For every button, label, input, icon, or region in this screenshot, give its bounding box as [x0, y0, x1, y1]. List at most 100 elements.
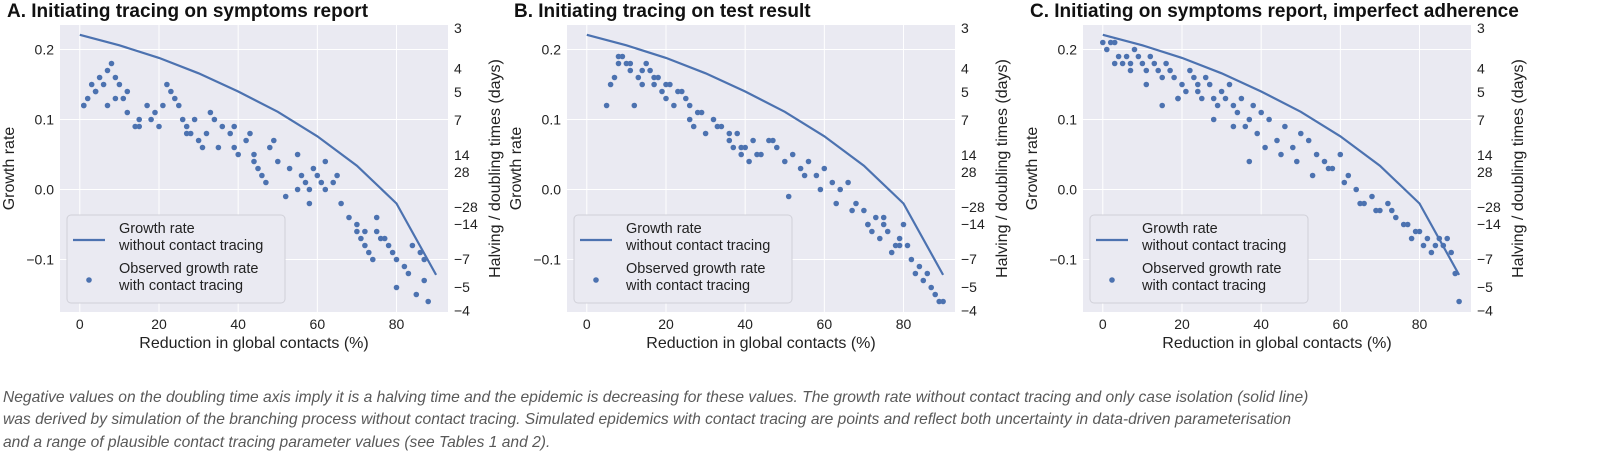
legend: Growth rate without contact tracing Observ…: [66, 214, 286, 304]
y2-axis-label: Halving / doubling times (days): [994, 59, 1011, 278]
scatter-point: [1258, 109, 1264, 116]
scatter-point: [136, 123, 142, 130]
scatter-point: [730, 144, 737, 151]
y-tick-label: −0.1: [533, 252, 561, 268]
scatter-point: [306, 186, 313, 193]
y2-tick-label: −4: [961, 303, 977, 319]
scatter-point: [1199, 95, 1205, 102]
y2-tick-label: 28: [1477, 164, 1493, 180]
scatter-point: [683, 95, 689, 102]
scatter-point: [1151, 60, 1158, 67]
scatter-point: [611, 74, 618, 81]
scatter-point: [1115, 53, 1122, 60]
scatter-point: [1210, 116, 1217, 123]
scatter-point: [892, 242, 899, 249]
scatter-point: [896, 235, 903, 242]
scatter-point: [191, 116, 198, 123]
scatter-point: [1187, 67, 1193, 74]
scatter-point: [1159, 102, 1165, 109]
scatter-point: [112, 74, 119, 81]
scatter-point: [183, 130, 190, 137]
scatter-point: [156, 123, 162, 130]
scatter-point: [1159, 74, 1165, 81]
scatter-point: [1282, 123, 1288, 130]
plot-marks: [586, 33, 946, 305]
scatter-point: [1191, 74, 1197, 81]
scatter-point: [294, 186, 301, 193]
scatter-point: [615, 53, 622, 60]
scatter-point: [267, 144, 273, 151]
scatter-point: [1416, 228, 1423, 235]
scatter-point: [318, 179, 325, 186]
legend-label: Growth rate without contact tracing: [1141, 221, 1286, 254]
scatter-point: [896, 242, 903, 249]
y2-tick-label: −28: [1477, 199, 1501, 215]
scatter-point: [1242, 123, 1249, 130]
scatter-point: [1262, 144, 1268, 151]
scatter-point: [401, 263, 408, 270]
scatter-point: [726, 137, 733, 144]
scatter-point: [1341, 179, 1348, 186]
series-line: [586, 33, 945, 276]
scatter-point: [1313, 151, 1320, 158]
x-axis-label: Reduction in global contacts (%): [1162, 335, 1391, 352]
x-tick-label: 20: [151, 316, 167, 332]
y-tick-label: 0.0: [1058, 182, 1078, 198]
scatter-point: [643, 60, 649, 67]
scatter-point: [385, 242, 392, 249]
scatter-point: [821, 165, 828, 172]
scatter-point: [1206, 81, 1213, 88]
scatter-point: [393, 284, 400, 291]
scatter-point: [1127, 60, 1134, 67]
scatter-point: [211, 116, 218, 123]
scatter-point: [346, 214, 352, 221]
scatter-point: [912, 270, 919, 277]
y2-tick-label: −28: [454, 199, 478, 215]
y2-tick-label: 28: [454, 164, 470, 180]
scatter-point: [247, 130, 253, 137]
scatter-point: [619, 53, 626, 60]
scatter-point: [1226, 81, 1233, 88]
scatter-point: [627, 60, 634, 67]
scatter-point: [294, 151, 301, 158]
scatter-point: [686, 102, 693, 109]
scatter-point: [754, 151, 760, 158]
scatter-point: [1143, 81, 1150, 88]
scatter-point: [358, 235, 364, 242]
chart-panel-2: C. Initiating on symptoms report, imperf…: [1024, 1, 1527, 352]
scatter-point: [148, 116, 154, 123]
scatter-point: [639, 81, 645, 88]
y2-tick-label: −7: [454, 251, 470, 267]
scatter-point: [187, 130, 194, 137]
y-tick-label: −0.1: [1049, 252, 1077, 268]
scatter-point: [1274, 137, 1280, 144]
x-tick-label: 20: [658, 316, 674, 332]
scatter-point: [1230, 123, 1237, 130]
scatter-point: [164, 81, 170, 88]
scatter-point: [1377, 207, 1383, 214]
x-tick-label: 60: [817, 316, 833, 332]
legend-point-swatch: [1109, 277, 1115, 283]
scatter-point: [96, 74, 103, 81]
plot-marks: [1100, 33, 1462, 305]
scatter-point: [314, 172, 321, 179]
scatter-point: [1250, 102, 1256, 109]
scatter-point: [421, 256, 428, 263]
scatter-point: [298, 172, 305, 179]
y-axis-label: Growth rate: [508, 127, 525, 211]
y2-axis-label: Halving / doubling times (days): [1510, 59, 1527, 278]
y2-tick-label: −5: [454, 279, 470, 295]
scatter-point: [936, 298, 942, 305]
y2-tick-label: 4: [1477, 60, 1485, 76]
scatter-point: [168, 88, 174, 95]
y-tick-label: 0.1: [542, 112, 562, 128]
scatter-point: [1385, 200, 1391, 207]
scatter-point: [334, 172, 340, 179]
scatter-point: [1155, 67, 1161, 74]
legend-label: Growth rate without contact tracing: [625, 221, 770, 254]
scatter-point: [1131, 46, 1138, 53]
y2-tick-label: 14: [961, 147, 977, 163]
scatter-point: [271, 137, 277, 144]
scatter-point: [877, 235, 883, 242]
scatter-point: [694, 109, 701, 116]
